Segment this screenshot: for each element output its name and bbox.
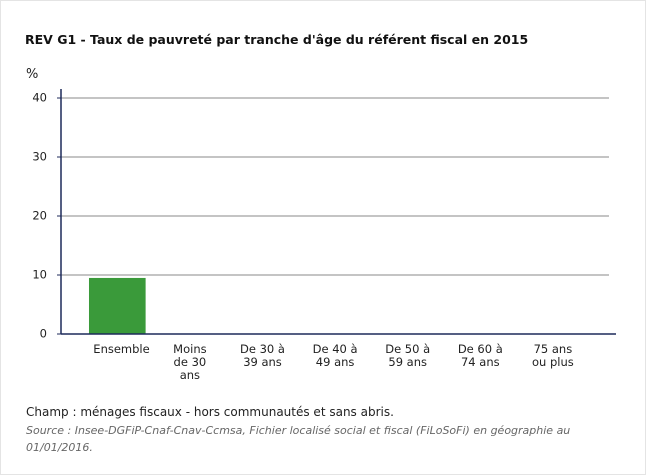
x-tick-label: De 60 à 74 ans <box>457 342 503 369</box>
y-tick-label: 20 <box>32 209 47 223</box>
x-tick-label: Ensemble <box>93 342 150 356</box>
note: Champ : ménages fiscaux - hors communaut… <box>26 405 394 419</box>
x-tick-label: De 40 à 49 ans <box>312 342 358 369</box>
x-tick-label: 75 ans ou plus <box>532 342 574 369</box>
source: Source : Insee-DGFiP-Cnaf-Cnav-Ccmsa, Fi… <box>26 424 571 454</box>
bar <box>88 277 146 334</box>
y-tick-label: 40 <box>32 91 47 105</box>
y-tick-label: 10 <box>32 268 47 282</box>
x-tick-label: De 30 à 39 ans <box>240 342 285 369</box>
y-axis-label: % <box>26 67 39 82</box>
y-tick-label: 30 <box>32 150 47 164</box>
x-tick-label: Moins de 30 ans <box>173 342 207 382</box>
chart-title: REV G1 - Taux de pauvreté par tranche d'… <box>25 32 529 47</box>
y-tick-label: 0 <box>40 327 47 341</box>
x-tick-label: De 50 à 59 ans <box>385 342 431 369</box>
